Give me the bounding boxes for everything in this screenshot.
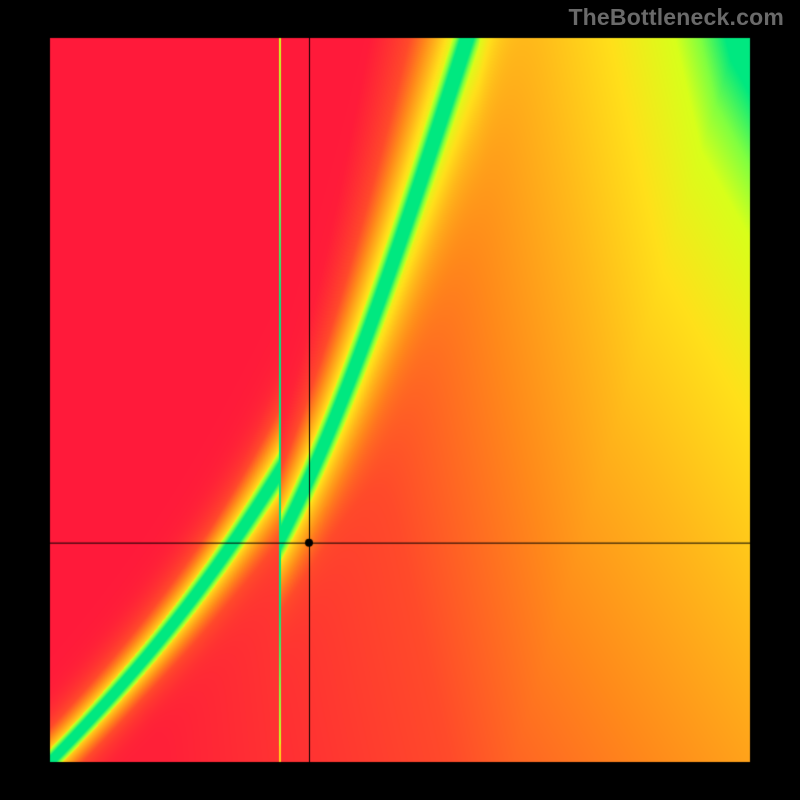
bottleneck-heatmap xyxy=(0,0,800,800)
attribution-label: TheBottleneck.com xyxy=(568,4,784,31)
chart-container: { "attribution": { "text": "TheBottlenec… xyxy=(0,0,800,800)
